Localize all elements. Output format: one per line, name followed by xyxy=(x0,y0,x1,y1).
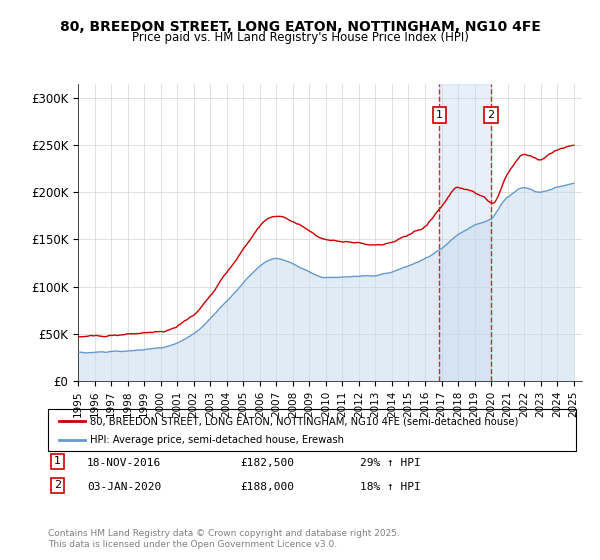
Text: £188,000: £188,000 xyxy=(240,482,294,492)
Text: Contains HM Land Registry data © Crown copyright and database right 2025.
This d: Contains HM Land Registry data © Crown c… xyxy=(48,529,400,549)
Text: 18% ↑ HPI: 18% ↑ HPI xyxy=(360,482,421,492)
Text: 80, BREEDON STREET, LONG EATON, NOTTINGHAM, NG10 4FE (semi-detached house): 80, BREEDON STREET, LONG EATON, NOTTINGH… xyxy=(90,417,518,426)
Text: 2: 2 xyxy=(488,110,494,120)
Text: 03-JAN-2020: 03-JAN-2020 xyxy=(87,482,161,492)
Text: 1: 1 xyxy=(54,456,61,466)
Text: Price paid vs. HM Land Registry's House Price Index (HPI): Price paid vs. HM Land Registry's House … xyxy=(131,31,469,44)
Text: 1: 1 xyxy=(436,110,443,120)
Text: 29% ↑ HPI: 29% ↑ HPI xyxy=(360,458,421,468)
Text: 18-NOV-2016: 18-NOV-2016 xyxy=(87,458,161,468)
Text: £182,500: £182,500 xyxy=(240,458,294,468)
Text: 80, BREEDON STREET, LONG EATON, NOTTINGHAM, NG10 4FE: 80, BREEDON STREET, LONG EATON, NOTTINGH… xyxy=(59,20,541,34)
Bar xyxy=(439,84,491,381)
Text: 2: 2 xyxy=(54,480,61,491)
Text: HPI: Average price, semi-detached house, Erewash: HPI: Average price, semi-detached house,… xyxy=(90,435,344,445)
